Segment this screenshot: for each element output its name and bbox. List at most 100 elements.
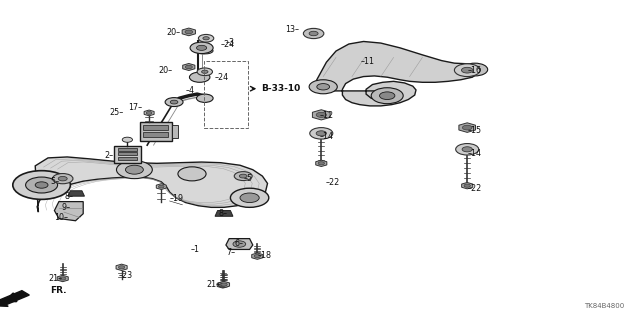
Text: –24: –24: [221, 40, 235, 48]
Text: –3: –3: [225, 38, 234, 47]
Circle shape: [462, 147, 472, 152]
Polygon shape: [316, 160, 327, 167]
FancyBboxPatch shape: [140, 122, 172, 141]
Text: –12: –12: [320, 111, 334, 120]
Circle shape: [189, 72, 210, 82]
Circle shape: [125, 165, 143, 174]
Text: –11: –11: [361, 57, 375, 66]
Text: 9–: 9–: [61, 204, 70, 212]
Polygon shape: [226, 239, 253, 249]
Circle shape: [233, 241, 246, 247]
Text: –18: –18: [257, 251, 271, 260]
Circle shape: [52, 174, 73, 184]
Circle shape: [186, 65, 192, 69]
Ellipse shape: [194, 47, 213, 54]
Text: 8–: 8–: [65, 192, 74, 201]
Text: –1: –1: [191, 245, 200, 254]
Polygon shape: [215, 211, 233, 216]
Circle shape: [380, 92, 395, 100]
Circle shape: [220, 283, 226, 286]
Text: 13–: 13–: [285, 25, 300, 34]
Circle shape: [58, 176, 67, 181]
Circle shape: [196, 94, 213, 102]
Circle shape: [317, 84, 330, 90]
Text: 21–: 21–: [207, 280, 221, 289]
Bar: [172, 125, 178, 138]
Circle shape: [60, 277, 66, 280]
Bar: [204, 61, 248, 128]
Circle shape: [454, 64, 480, 77]
Polygon shape: [144, 110, 154, 116]
Polygon shape: [68, 191, 84, 196]
Polygon shape: [182, 63, 195, 70]
Text: –24: –24: [214, 73, 228, 82]
Polygon shape: [57, 275, 68, 282]
Polygon shape: [217, 282, 228, 288]
Polygon shape: [156, 184, 166, 189]
Circle shape: [196, 45, 207, 50]
Circle shape: [464, 184, 470, 187]
Circle shape: [318, 162, 324, 165]
Circle shape: [13, 171, 70, 199]
Text: –23: –23: [118, 271, 132, 280]
Bar: [118, 148, 137, 151]
Polygon shape: [54, 202, 83, 221]
Circle shape: [165, 98, 183, 107]
Polygon shape: [35, 157, 268, 212]
Text: 6–: 6–: [234, 239, 243, 248]
Bar: [118, 157, 137, 160]
Circle shape: [147, 111, 152, 114]
Text: –14: –14: [320, 132, 334, 141]
Text: –16: –16: [467, 66, 481, 75]
Circle shape: [240, 193, 259, 203]
Circle shape: [371, 88, 403, 104]
Circle shape: [234, 172, 252, 181]
Circle shape: [461, 67, 473, 73]
Circle shape: [26, 177, 58, 193]
Text: 25–: 25–: [109, 108, 124, 117]
Circle shape: [170, 100, 178, 104]
Text: 17–: 17–: [128, 103, 142, 112]
Circle shape: [203, 37, 209, 40]
Polygon shape: [459, 123, 476, 132]
Circle shape: [254, 255, 260, 258]
Text: B-33-10: B-33-10: [261, 84, 300, 93]
Circle shape: [309, 31, 318, 36]
Circle shape: [462, 125, 472, 130]
Text: 2–: 2–: [105, 151, 114, 160]
Text: 20–: 20–: [166, 28, 180, 37]
Text: 10–: 10–: [54, 213, 68, 222]
Text: –22: –22: [325, 178, 339, 187]
Text: 5–: 5–: [51, 177, 60, 186]
Bar: [118, 152, 137, 155]
Polygon shape: [182, 28, 195, 36]
Circle shape: [221, 283, 227, 286]
Text: 8–: 8–: [218, 209, 227, 218]
Circle shape: [197, 68, 212, 76]
Polygon shape: [461, 182, 473, 189]
Circle shape: [469, 67, 481, 72]
Text: TK84B4800: TK84B4800: [584, 303, 624, 309]
Text: 7–: 7–: [227, 248, 236, 257]
Circle shape: [239, 174, 247, 178]
Circle shape: [190, 42, 213, 54]
Circle shape: [122, 137, 132, 142]
FancyArrow shape: [0, 291, 29, 306]
Circle shape: [158, 185, 164, 188]
Circle shape: [310, 128, 333, 139]
Text: 21–: 21–: [49, 274, 63, 283]
Polygon shape: [116, 264, 127, 271]
Circle shape: [456, 144, 479, 155]
Circle shape: [230, 188, 269, 207]
Bar: [143, 125, 168, 130]
Circle shape: [116, 161, 152, 179]
Circle shape: [316, 131, 326, 136]
Polygon shape: [252, 253, 263, 259]
Text: –4: –4: [186, 86, 195, 95]
Text: –14: –14: [467, 149, 481, 158]
Text: 20–: 20–: [159, 66, 173, 75]
Circle shape: [303, 28, 324, 39]
Circle shape: [202, 70, 208, 73]
Circle shape: [309, 80, 337, 94]
Circle shape: [316, 112, 326, 117]
